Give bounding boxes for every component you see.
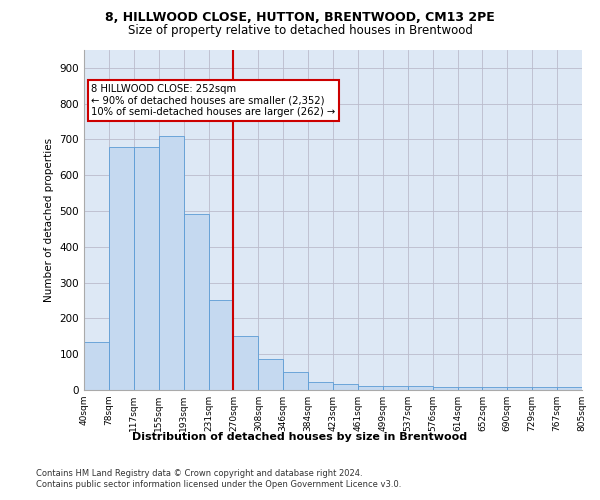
Bar [433,387,458,390]
Text: Contains public sector information licensed under the Open Government Licence v3: Contains public sector information licen… [36,480,401,489]
Bar [184,214,209,390]
Bar [557,387,582,390]
Bar [109,148,134,390]
Bar [333,384,358,390]
Bar [159,136,184,390]
Text: Size of property relative to detached houses in Brentwood: Size of property relative to detached ho… [128,24,472,37]
Bar [308,382,333,390]
Text: Contains HM Land Registry data © Crown copyright and database right 2024.: Contains HM Land Registry data © Crown c… [36,469,362,478]
Bar [209,300,233,390]
Bar [134,148,159,390]
Bar [233,336,259,390]
Bar [408,386,433,390]
Bar [358,386,383,390]
Bar [283,372,308,390]
Text: 8, HILLWOOD CLOSE, HUTTON, BRENTWOOD, CM13 2PE: 8, HILLWOOD CLOSE, HUTTON, BRENTWOOD, CM… [105,11,495,24]
Bar [482,387,508,390]
Bar [532,387,557,390]
Bar [84,342,109,390]
Bar [508,387,532,390]
Text: Distribution of detached houses by size in Brentwood: Distribution of detached houses by size … [133,432,467,442]
Text: 8 HILLWOOD CLOSE: 252sqm
← 90% of detached houses are smaller (2,352)
10% of sem: 8 HILLWOOD CLOSE: 252sqm ← 90% of detach… [91,84,336,117]
Bar [458,387,482,390]
Y-axis label: Number of detached properties: Number of detached properties [44,138,54,302]
Bar [383,386,408,390]
Bar [259,358,283,390]
